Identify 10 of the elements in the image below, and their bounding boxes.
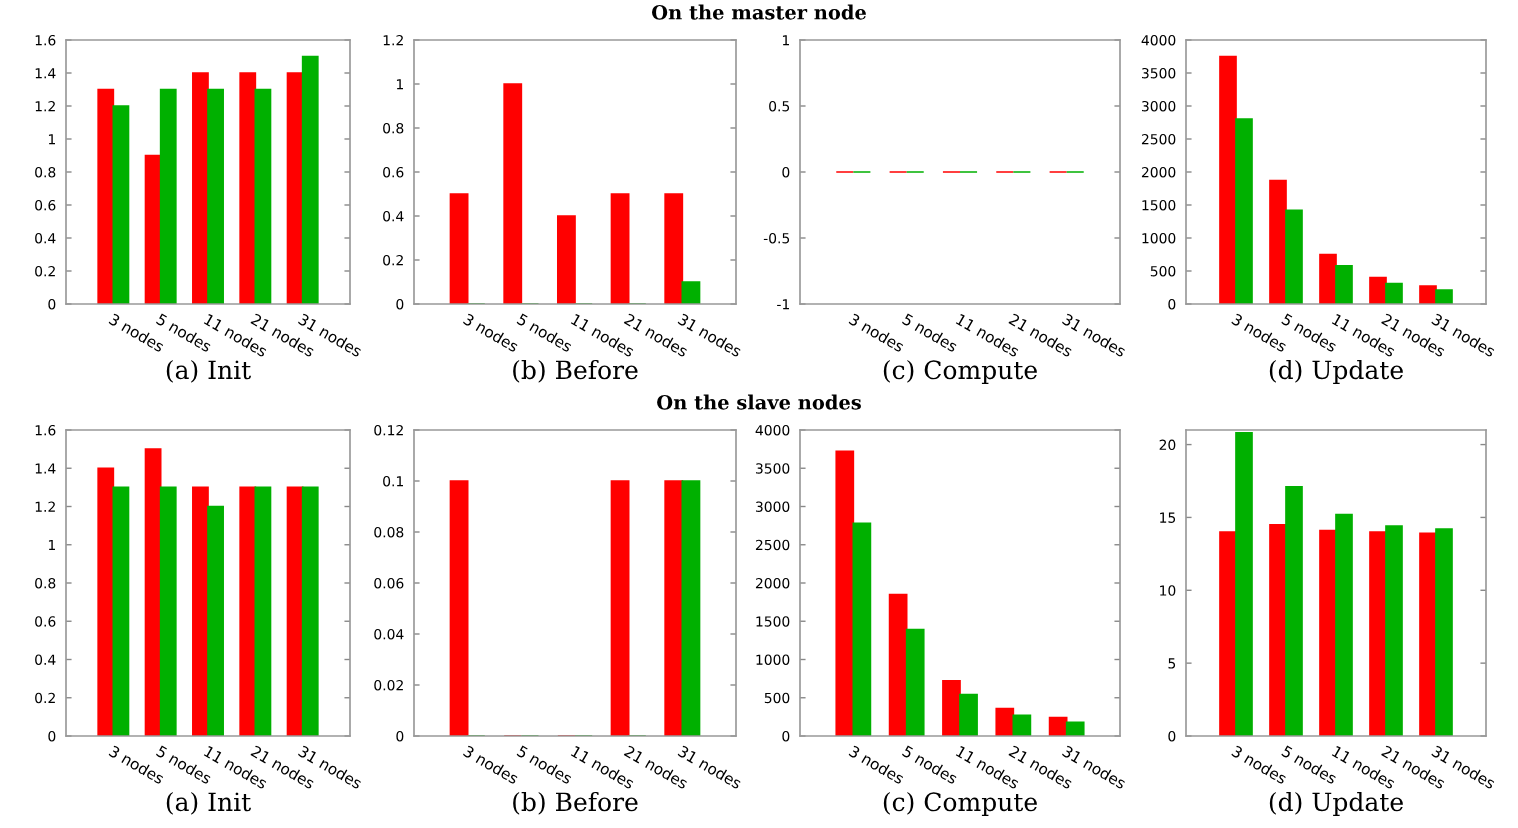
text: On the slave nodes (657, 394, 861, 410)
text: (a) Init (166, 791, 251, 815)
text: (b) Before (513, 359, 638, 383)
text: On the master node (651, 4, 866, 20)
text: (c) Compute (883, 791, 1037, 817)
text: (b) Before (513, 791, 638, 815)
text: (a) Init (166, 359, 251, 383)
text: (d) Update (1269, 359, 1403, 385)
text: (c) Compute (883, 359, 1037, 385)
text: (d) Update (1269, 791, 1403, 817)
